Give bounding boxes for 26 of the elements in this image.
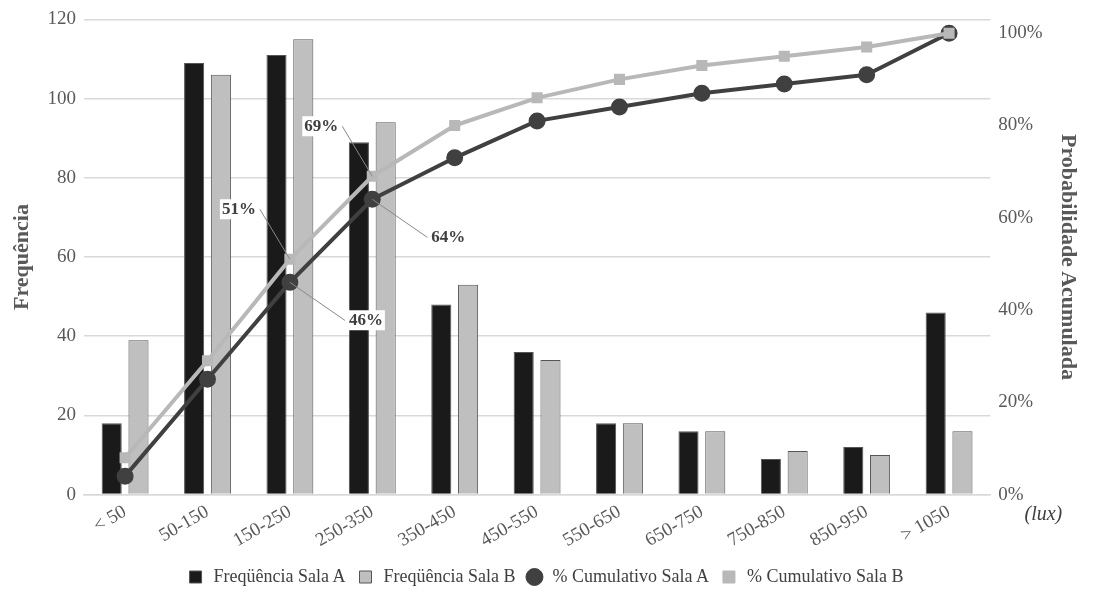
legend-label: Freqüência Sala A xyxy=(213,565,346,586)
y-tick-label: 120 xyxy=(47,7,76,29)
y2-axis-title: Probabilidade Acumulada xyxy=(1057,134,1083,380)
y2-tick-label: 0% xyxy=(998,482,1024,504)
x-tick-label: < 50 xyxy=(89,500,130,536)
legend-label: % Cumulativo Sala A xyxy=(552,565,709,586)
legend-label: % Cumulativo Sala B xyxy=(746,565,904,586)
data-label: 64% xyxy=(431,226,466,246)
y2-tick-label: 20% xyxy=(998,390,1034,412)
y-axis-title: Frequência xyxy=(7,204,33,310)
data-label: 46% xyxy=(348,309,383,329)
x-axis-title: (lux) xyxy=(1024,501,1063,525)
x-tick-label: > 1050 xyxy=(896,500,954,545)
y-tick-label: 40 xyxy=(56,324,76,346)
y-tick-label: 20 xyxy=(56,403,76,425)
data-label: 51% xyxy=(221,198,256,218)
y-tick-label: 80 xyxy=(56,165,76,187)
y2-tick-label: 100% xyxy=(998,21,1043,43)
y-tick-label: 60 xyxy=(56,244,76,266)
y-tick-label: 100 xyxy=(47,86,76,108)
y2-tick-label: 40% xyxy=(998,298,1034,320)
y2-tick-label: 60% xyxy=(998,205,1034,227)
y2-tick-label: 80% xyxy=(998,113,1034,135)
y-tick-label: 0 xyxy=(66,482,76,504)
data-label: 69% xyxy=(304,115,339,135)
legend-label: Freqüência Sala B xyxy=(383,565,516,586)
